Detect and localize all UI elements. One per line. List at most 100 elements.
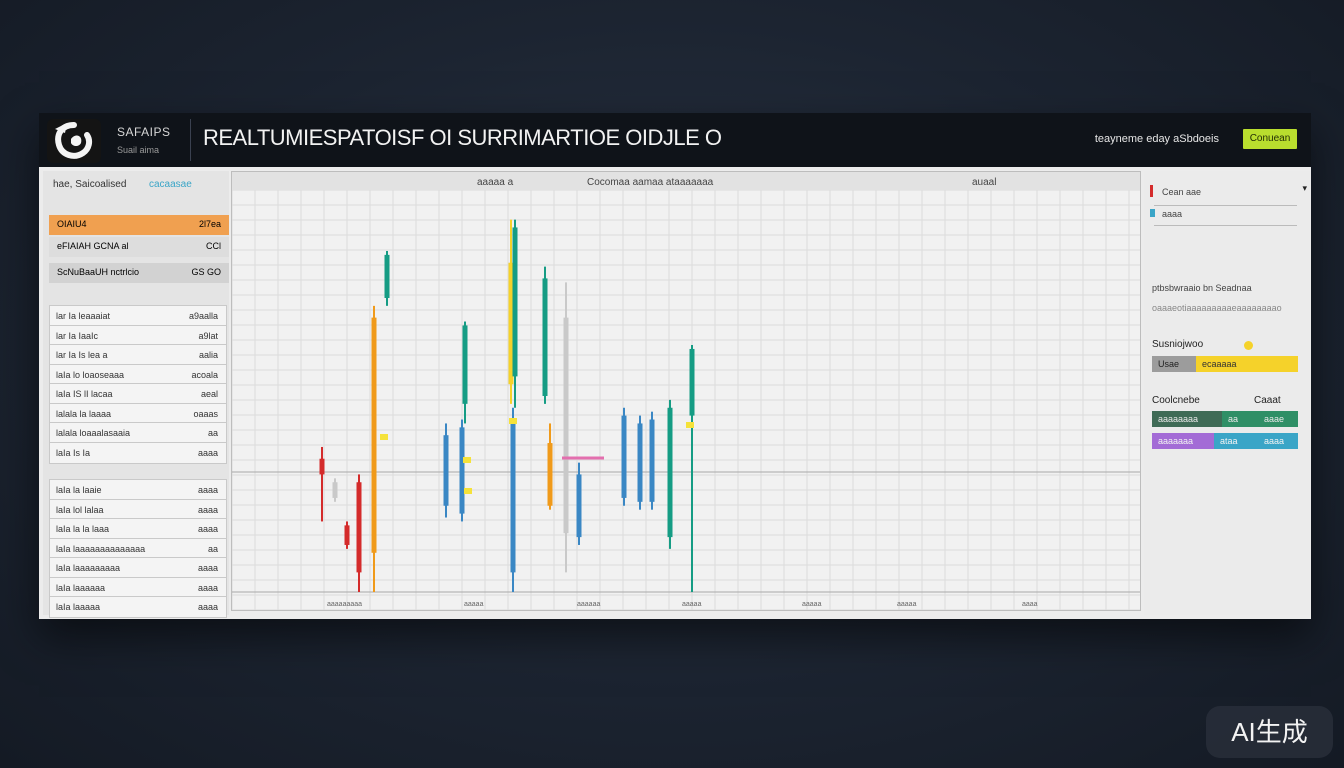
section-title-2-right: Caaat [1254, 395, 1281, 406]
chevron-down-icon[interactable]: ▾ [1302, 183, 1307, 193]
item-price: aa [207, 543, 218, 554]
position-row-2-name[interactable]: aaaaaaa [1152, 433, 1214, 449]
position-row-1-value[interactable]: aa [1222, 411, 1258, 427]
item-symbol: laIa lol lalaa [56, 504, 104, 515]
item-price: aaaa [197, 524, 218, 534]
price-marker [509, 418, 517, 424]
row-value: CCl [206, 241, 221, 251]
row-label: OIAIU4 [57, 219, 87, 229]
order-line-2: aaaa [1162, 209, 1183, 219]
candle-body [689, 348, 695, 416]
position-row-1-extra[interactable]: aaae [1258, 411, 1298, 427]
x-tick-label: aaaaaaaaa [327, 601, 362, 608]
brand-logo[interactable] [47, 119, 101, 163]
brand-name: SAFAIPS [117, 125, 171, 139]
watchlist-highlight-row[interactable]: ScNuBaaUH nctrlcio GS GO [49, 263, 229, 283]
item-symbol: laIa laaaaaaaaa [56, 563, 121, 573]
section1-bar-right[interactable]: ecaaaaa [1196, 356, 1298, 372]
candle-body [667, 407, 673, 538]
page-title: REALTUMIESPATOISF OI SURRIMARTIOE OIDJLE… [203, 125, 722, 150]
watchlist-item[interactable]: laIa lol lalaa aaaa [49, 498, 227, 521]
watchlist-highlight-row[interactable]: OIAIU4 2l7ea [49, 215, 229, 235]
item-symbol: laIa laaaaa [56, 602, 101, 612]
item-symbol: laIa Is Ia [56, 447, 91, 458]
item-price: acoala [191, 369, 218, 380]
x-tick-label: aaaaa [802, 601, 822, 608]
logo-icon [55, 122, 93, 159]
candle-body [547, 443, 553, 506]
top-bar: SAFAIPS Suail aima REALTUMIESPATOISF OI … [39, 113, 1311, 167]
item-price: aaaa [197, 582, 218, 593]
section1-bar-left[interactable]: Usae [1152, 356, 1196, 372]
candle-body [384, 254, 390, 298]
divider [1154, 205, 1297, 206]
panel-header: hae, Saicoalised [53, 179, 127, 190]
price-marker [380, 434, 388, 440]
app-window: SAFAIPS Suail aima REALTUMIESPATOISF OI … [39, 113, 1311, 619]
position-row-2-extra[interactable]: aaaa [1258, 433, 1298, 449]
item-price: aaaa [197, 563, 218, 573]
item-price: aaaa [197, 447, 218, 458]
order-panel: Cean aae ▾ aaaa ptbsbwraaio bn Seadnaa o… [1144, 171, 1311, 615]
watchlist-item[interactable]: laIa Is Ia aaaa [49, 441, 227, 464]
x-tick-label: aaaa [1022, 601, 1038, 608]
item-price: aaaa [197, 485, 218, 495]
candle-body [542, 278, 548, 396]
item-price: aaaa [197, 602, 218, 612]
chart-header [232, 172, 1140, 190]
position-row-1-name[interactable]: aaaaaaaa [1152, 411, 1222, 427]
watchlist-highlight-row[interactable]: eFIAIAH GCNA al CCl [49, 237, 229, 257]
top-right-label[interactable]: teayneme eday aSbdoeis [1094, 133, 1219, 145]
candle-body [332, 482, 338, 498]
divider [1154, 225, 1297, 226]
item-symbol: laIa lo loaoseaaa [56, 369, 125, 380]
section-title-1: Susniojwoo [1152, 339, 1204, 350]
item-price: aalia [198, 350, 218, 360]
item-price: a9lat [198, 330, 218, 341]
x-tick-label: aaaaaa [577, 601, 600, 608]
candle-body [459, 427, 465, 514]
price-chart[interactable]: aaaaa a Cocomaa aamaa ataaaaaaa auaal aaaaa… [231, 171, 1141, 611]
item-symbol: laIa la laaie [56, 485, 102, 495]
item-symbol: lar Ia Is lea a [56, 350, 108, 360]
chart-header-label: auaal [972, 177, 996, 188]
item-symbol: lalala loaaalasaaia [56, 428, 131, 438]
price-marker [464, 488, 472, 494]
item-symbol: lar Ia IaaIc [56, 330, 99, 341]
item-symbol: lalala la laaaa [56, 408, 112, 419]
item-symbol: laIa la la laaa [56, 524, 110, 534]
info-line-1: ptbsbwraaio bn Seadnaa [1152, 283, 1252, 293]
item-price: a9aalla [188, 311, 218, 321]
item-symbol: lar Ia leaaaiat [56, 311, 111, 321]
item-symbol: laIa IS lI lacaa [56, 389, 113, 399]
price-marker [463, 457, 471, 463]
info-line-2: oaaaeotiaaaaaaaaaeaaaaaaaao [1152, 303, 1282, 313]
item-price: oaaas [193, 408, 218, 419]
candle-body [319, 458, 325, 475]
item-price: aa [207, 428, 218, 438]
x-tick-label: aaaaa [464, 601, 484, 608]
status-dot [1244, 341, 1253, 350]
panel-header-tags[interactable]: cacaasae [149, 179, 192, 190]
watchlist-item[interactable]: laIa laaaaa aaaa [49, 596, 227, 618]
divider [190, 119, 191, 161]
candle-body [510, 419, 516, 573]
status-marker [1150, 209, 1155, 217]
item-symbol: laIa laaaaaa [56, 582, 106, 593]
position-row-2-value[interactable]: ataa [1214, 433, 1258, 449]
candle-body [508, 262, 514, 385]
x-tick-label: aaaaa [682, 601, 702, 608]
order-line-1: Cean aae [1162, 187, 1202, 197]
watchlist-panel: hae, Saicoalised cacaasae OIAIU4 2l7ea eFI… [43, 171, 229, 618]
connect-button[interactable]: Conuean [1243, 129, 1297, 149]
item-price: aaaa [197, 504, 218, 515]
candle-body [356, 482, 362, 573]
candle-body [649, 419, 655, 502]
item-price: aeal [200, 389, 218, 399]
row-value: GS GO [191, 267, 221, 277]
watchlist-item[interactable]: laIa IS lI lacaa aeal [49, 383, 227, 405]
brand-subtitle: Suail aima [117, 145, 160, 155]
candle-body [576, 474, 582, 538]
candle-body [371, 317, 377, 553]
candle-body [344, 525, 350, 545]
